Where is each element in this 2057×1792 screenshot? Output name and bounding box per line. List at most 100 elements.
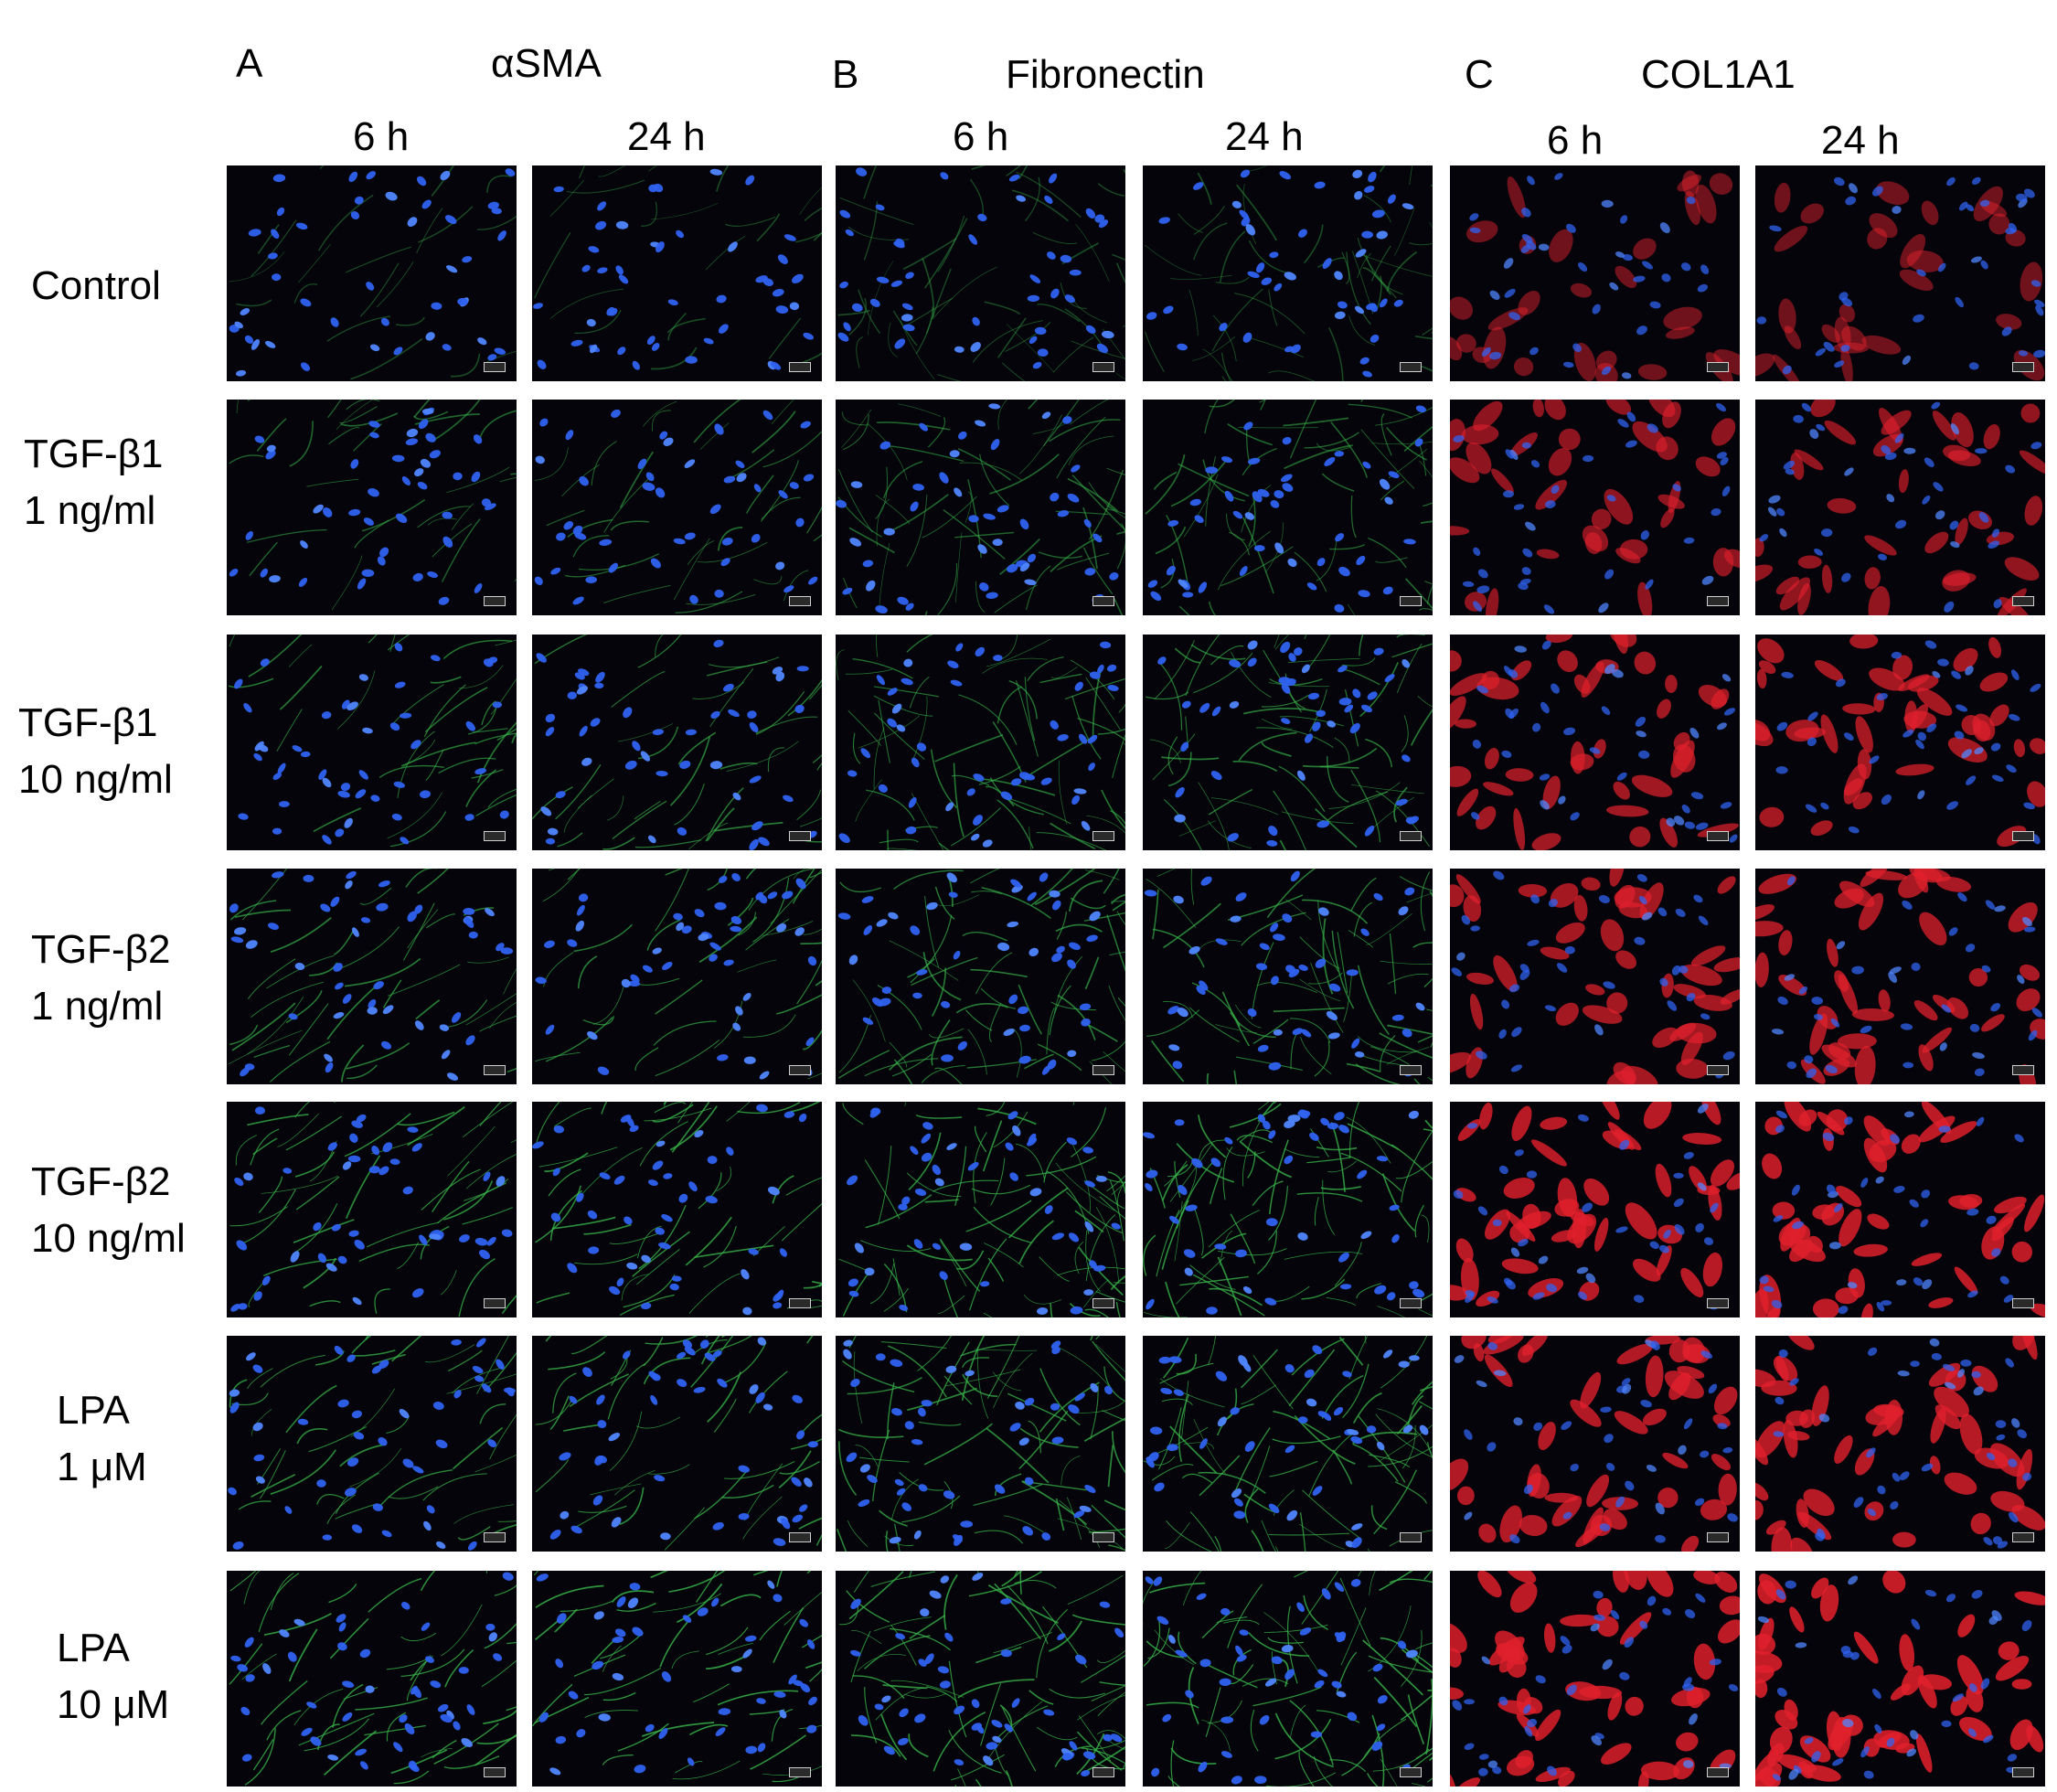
micrograph-a-6h-row-5 xyxy=(227,1102,517,1317)
scale-bar xyxy=(1400,1767,1422,1777)
row-label-line2: 10 ng/ml xyxy=(31,1216,186,1262)
micrograph-image xyxy=(227,1102,517,1317)
micrograph-image xyxy=(1143,1571,1433,1787)
micrograph-image xyxy=(1450,1571,1740,1787)
micrograph-b-24h-row-7 xyxy=(1143,1571,1433,1787)
row-label-tgfb2-10: TGF-β2 10 ng/ml xyxy=(31,1154,186,1268)
scale-bar xyxy=(484,1298,506,1308)
row-label-line2: 1 ng/ml xyxy=(24,488,156,534)
micrograph-image xyxy=(1450,165,1740,381)
scale-bar xyxy=(789,831,811,841)
micrograph-a-6h-row-4 xyxy=(227,869,517,1084)
scale-bar xyxy=(1400,596,1422,606)
micrograph-b-24h-row-4 xyxy=(1143,869,1433,1084)
scale-bar xyxy=(1707,1065,1729,1075)
scale-bar xyxy=(1092,831,1114,841)
scale-bar xyxy=(1707,1767,1729,1777)
micrograph-a-24h-row-4 xyxy=(532,869,822,1084)
micrograph-image xyxy=(532,165,822,381)
scale-bar xyxy=(2012,1767,2034,1777)
scale-bar xyxy=(1092,1065,1114,1075)
micrograph-b-6h-row-6 xyxy=(836,1336,1125,1552)
micrograph-image xyxy=(1450,400,1740,615)
micrograph-b-6h-row-2 xyxy=(836,400,1125,615)
row-label-line1: TGF-β1 xyxy=(24,432,164,476)
scale-bar xyxy=(1400,1065,1422,1075)
scale-bar xyxy=(789,362,811,372)
micrograph-c-6h-row-3 xyxy=(1450,635,1740,850)
micrograph-image xyxy=(532,1336,822,1552)
micrograph-image xyxy=(227,400,517,615)
micrograph-b-24h-row-6 xyxy=(1143,1336,1433,1552)
micrograph-image xyxy=(836,1102,1125,1317)
scale-bar xyxy=(1092,1532,1114,1542)
panel-c-marker-title: COL1A1 xyxy=(1641,52,1796,97)
micrograph-image xyxy=(1755,400,2045,615)
micrograph-a-24h-row-3 xyxy=(532,635,822,850)
micrograph-c-6h-row-7 xyxy=(1450,1571,1740,1787)
micrograph-image xyxy=(532,1571,822,1787)
micrograph-image xyxy=(1143,165,1433,381)
panel-b-letter: B xyxy=(832,52,859,97)
scale-bar xyxy=(1400,1298,1422,1308)
micrograph-image xyxy=(227,1336,517,1552)
micrograph-image xyxy=(532,635,822,850)
micrograph-image xyxy=(1143,400,1433,615)
micrograph-image xyxy=(836,400,1125,615)
micrograph-b-24h-row-2 xyxy=(1143,400,1433,615)
time-label-c-24h: 24 h xyxy=(1821,118,1900,163)
micrograph-c-24h-row-4 xyxy=(1755,869,2045,1084)
scale-bar xyxy=(789,1298,811,1308)
row-label-tgfb1-10: TGF-β1 10 ng/ml xyxy=(18,695,173,809)
micrograph-image xyxy=(1450,1102,1740,1317)
row-label-line2: 1 ng/ml xyxy=(31,984,164,1029)
row-label-line1: Control xyxy=(31,263,161,308)
row-label-line1: TGF-β2 xyxy=(31,1159,171,1204)
scale-bar xyxy=(484,362,506,372)
row-label-line2: 1 μM xyxy=(57,1445,147,1490)
row-label-line1: TGF-β2 xyxy=(31,927,171,972)
micrograph-c-24h-row-6 xyxy=(1755,1336,2045,1552)
scale-bar xyxy=(789,1532,811,1542)
scale-bar xyxy=(1707,362,1729,372)
scale-bar xyxy=(789,1065,811,1075)
scale-bar xyxy=(1707,596,1729,606)
micrograph-b-6h-row-1 xyxy=(836,165,1125,381)
scale-bar xyxy=(789,596,811,606)
micrograph-a-24h-row-1 xyxy=(532,165,822,381)
micrograph-c-24h-row-7 xyxy=(1755,1571,2045,1787)
micrograph-a-6h-row-1 xyxy=(227,165,517,381)
micrograph-image xyxy=(227,1571,517,1787)
micrograph-c-6h-row-5 xyxy=(1450,1102,1740,1317)
panel-a-letter: A xyxy=(236,41,263,86)
row-label-tgfb1-1: TGF-β1 1 ng/ml xyxy=(24,426,163,540)
time-label-a-24h: 24 h xyxy=(627,114,706,159)
scale-bar xyxy=(2012,1298,2034,1308)
scale-bar xyxy=(2012,831,2034,841)
scale-bar xyxy=(2012,1065,2034,1075)
micrograph-c-6h-row-4 xyxy=(1450,869,1740,1084)
micrograph-c-24h-row-2 xyxy=(1755,400,2045,615)
micrograph-image xyxy=(227,165,517,381)
micrograph-image xyxy=(532,1102,822,1317)
scale-bar xyxy=(789,1767,811,1777)
micrograph-image xyxy=(1755,1571,2045,1787)
scale-bar xyxy=(484,831,506,841)
scale-bar xyxy=(1092,1298,1114,1308)
time-label-b-24h: 24 h xyxy=(1225,114,1304,159)
row-label-line1: LPA xyxy=(57,1388,130,1433)
micrograph-image xyxy=(1450,869,1740,1084)
micrograph-c-24h-row-3 xyxy=(1755,635,2045,850)
micrograph-c-6h-row-2 xyxy=(1450,400,1740,615)
micrograph-image xyxy=(836,869,1125,1084)
scale-bar xyxy=(1707,1532,1729,1542)
row-label-line1: TGF-β1 xyxy=(18,700,158,745)
row-label-lpa-10: LPA 10 μM xyxy=(57,1620,169,1734)
scale-bar xyxy=(484,1767,506,1777)
micrograph-image xyxy=(1143,635,1433,850)
scale-bar xyxy=(2012,362,2034,372)
micrograph-a-24h-row-5 xyxy=(532,1102,822,1317)
micrograph-image xyxy=(1755,635,2045,850)
row-label-tgfb2-1: TGF-β2 1 ng/ml xyxy=(31,922,170,1036)
micrograph-image xyxy=(1450,635,1740,850)
